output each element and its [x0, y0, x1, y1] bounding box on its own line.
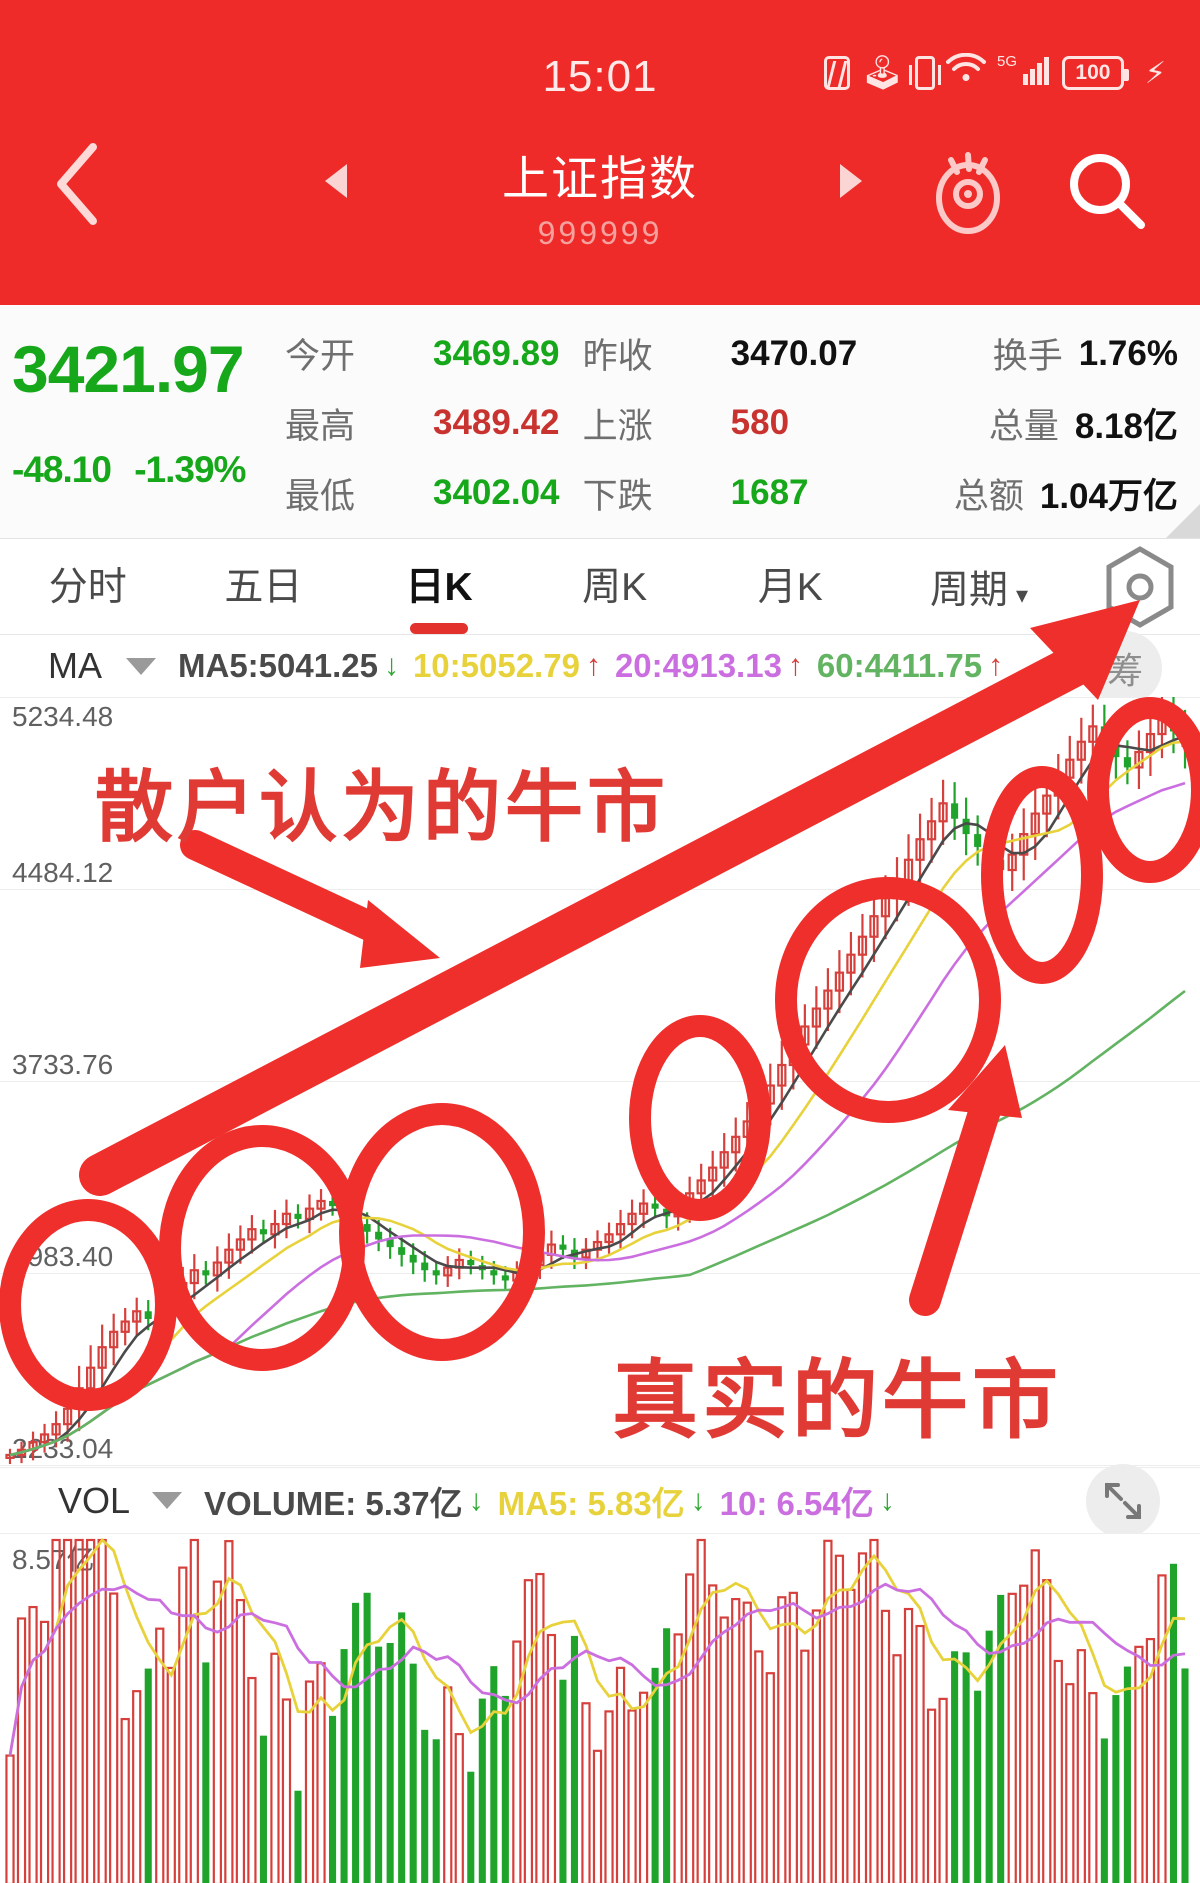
volume-bar-series [5, 1537, 1189, 1883]
vol-indicator-name: VOL [58, 1479, 131, 1521]
chevron-down-icon[interactable] [152, 1492, 183, 1509]
price-chart[interactable]: 5234.48 4484.12 3733.76 2983.40 2233.04 [0, 697, 1200, 1467]
field-value: 3402.04 [433, 473, 560, 513]
quote-field-grid: 今开 3469.89 昨收 3470.07 换手 1.76% 最高 3489.4… [285, 305, 1200, 538]
quote-field-open: 今开 3469.89 [285, 319, 583, 389]
quote-field-prevclose: 昨收 3470.07 [583, 319, 881, 389]
svg-text:5G: 5G [997, 53, 1017, 70]
vibrate-icon [908, 56, 941, 90]
cycle-label: 周期 [929, 568, 1008, 612]
page-title: 上证指数 [502, 152, 698, 205]
volume-ma5-arrow: ↓ [690, 1483, 706, 1517]
tab-five-day[interactable]: 五日 [224, 565, 303, 609]
stock-code: 999999 [537, 215, 663, 251]
last-price: 3421.97 [12, 332, 245, 406]
volume-arrow: ↓ [468, 1483, 484, 1517]
triangle-right-icon [840, 164, 862, 198]
nav-title-block[interactable]: 上证指数 999999 [0, 140, 1200, 252]
nav-bar: 上证指数 999999 [0, 122, 1200, 305]
charging-bolt-icon: ⚡ [1144, 56, 1166, 90]
tab-monthly-k[interactable]: 月K [757, 565, 823, 609]
tab-daily-k[interactable]: 日K [351, 556, 527, 618]
status-bar: 15:01 🕹 5G 100 ⚡ [0, 0, 1200, 122]
chevron-down-icon: ▾ [1016, 581, 1029, 609]
field-label: 今开 [285, 337, 356, 377]
volume-ma10-arrow: ↓ [879, 1483, 895, 1517]
field-value: 1.76% [1078, 333, 1178, 373]
tab-weekly-k[interactable]: 周K [582, 565, 648, 609]
chevron-down-icon[interactable] [126, 657, 156, 675]
back-button[interactable] [38, 143, 118, 225]
field-label: 下跌 [582, 476, 653, 516]
volume-chart[interactable]: 8.57亿 [0, 1533, 1200, 1883]
corner-fold-decoration [1166, 504, 1200, 538]
price-change-abs: -48.10 [12, 449, 112, 490]
volume-value: VOLUME: 5.37亿 [204, 1484, 463, 1522]
nfc-icon [823, 56, 850, 90]
field-label: 昨收 [582, 337, 653, 377]
mascot-icon[interactable] [921, 144, 1015, 238]
ma5-value: MA5:5041.25 [178, 647, 378, 684]
ma10-value: 10:5052.79 [412, 647, 580, 684]
field-label: 总量 [988, 406, 1059, 446]
gridline [0, 1273, 1200, 1274]
chip-distribution-badge[interactable]: 筹 [1088, 631, 1162, 705]
field-label: 换手 [992, 337, 1063, 377]
gridline [0, 1465, 1200, 1466]
quote-field-turnover: 换手 1.76% [880, 319, 1178, 389]
candlestick-series [5, 697, 1189, 1465]
quote-field-low: 最低 3402.04 [285, 458, 583, 528]
ma20-value: 20:4913.13 [614, 647, 782, 684]
chart-period-tabbar: 分时 五日 日K 周K 月K 周期 ▾ [0, 539, 1200, 635]
vol-indicator-row[interactable]: VOL VOLUME: 5.37亿 ↓ MA5: 5.83亿 ↓ 10: 6.5… [0, 1464, 1200, 1538]
ma60-arrow: ↑ [988, 649, 1004, 682]
ma20-arrow: ↑ [787, 649, 803, 682]
price-change-block: -48.10 -1.39% [12, 449, 285, 491]
triangle-left-icon [325, 164, 347, 198]
field-value: 3470.07 [730, 333, 858, 373]
next-stock-button[interactable] [840, 164, 862, 198]
ma5-arrow: ↓ [383, 649, 399, 682]
gear-hex-icon[interactable] [1080, 545, 1200, 628]
volume-ma10-value: 10: 6.54亿 [719, 1484, 874, 1522]
quote-price-block: 3421.97 -48.10 -1.39% [0, 305, 285, 538]
quote-field-high: 最高 3489.42 [285, 389, 583, 459]
field-label: 上涨 [582, 406, 653, 446]
field-value: 3469.89 [433, 333, 560, 373]
ma-indicator-row[interactable]: MA MA5:5041.25 ↓ 10:5052.79 ↑ 20:4913.13… [0, 631, 1200, 705]
tab-intraday[interactable]: 分时 [48, 565, 127, 609]
status-time: 15:01 [542, 52, 658, 101]
price-change-pct: -1.39% [134, 449, 246, 490]
prev-stock-button[interactable] [325, 164, 347, 198]
field-value: 3489.42 [433, 403, 560, 443]
quote-panel: 3421.97 -48.10 -1.39% 今开 3469.89 昨收 3470… [0, 305, 1200, 539]
status-icon-tray: 🕹 5G 100 ⚡ [823, 52, 1166, 94]
volume-ma5-value: MA5: 5.83亿 [497, 1484, 685, 1522]
search-icon[interactable] [1062, 146, 1152, 236]
field-label: 最低 [285, 476, 356, 516]
ma10-arrow: ↑ [585, 649, 601, 682]
quote-field-advancing: 上涨 580 [583, 389, 881, 459]
quote-field-declining: 下跌 1687 [583, 458, 881, 528]
field-label: 总额 [953, 476, 1024, 516]
quote-field-totalvolume: 总量 8.18亿 [880, 389, 1178, 459]
bluetooth-icon: 🕹 [860, 54, 904, 92]
ma-indicator-name: MA [48, 645, 102, 686]
tab-cycle-dropdown[interactable]: 周期 ▾ [878, 559, 1080, 615]
field-value: 580 [730, 403, 790, 443]
field-value: 1.04万亿 [1039, 476, 1178, 516]
5g-signal-icon: 5G [997, 52, 1051, 94]
field-value: 8.18亿 [1074, 406, 1178, 446]
ma60-value: 60:4411.75 [816, 647, 983, 684]
expand-diagonal-icon[interactable] [1086, 1464, 1160, 1538]
field-value: 1687 [730, 473, 809, 513]
quote-field-totalamount: 总额 1.04万亿 [880, 458, 1178, 528]
battery-icon: 100 [1061, 56, 1129, 90]
field-label: 最高 [285, 406, 356, 446]
wifi-icon [945, 52, 986, 93]
